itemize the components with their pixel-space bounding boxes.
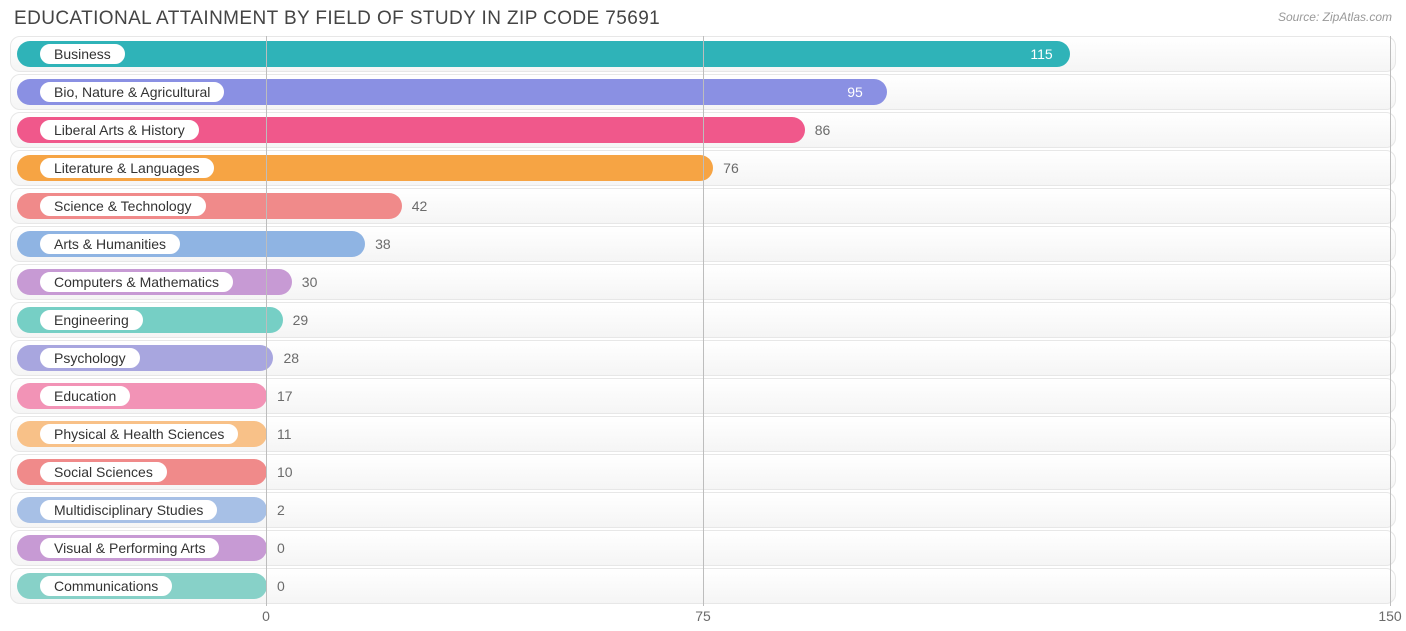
bar-track: Physical & Health Sciences 11	[17, 421, 1389, 447]
value-label: 2	[277, 497, 285, 523]
category-pill: Multidisciplinary Studies	[39, 499, 218, 521]
x-tick-label: 0	[262, 608, 270, 624]
x-tick-label: 75	[695, 608, 711, 624]
category-pill: Liberal Arts & History	[39, 119, 200, 141]
bar-track: Visual & Performing Arts 0	[17, 535, 1389, 561]
category-pill: Arts & Humanities	[39, 233, 181, 255]
bar-row: Business 115	[10, 36, 1396, 72]
category-pill: Science & Technology	[39, 195, 207, 217]
category-pill: Bio, Nature & Agricultural	[39, 81, 225, 103]
category-pill: Psychology	[39, 347, 141, 369]
bar-track: Bio, Nature & Agricultural 95	[17, 79, 1389, 105]
bar-track: Communications 0	[17, 573, 1389, 599]
value-label: 86	[815, 117, 831, 143]
bar-row: Visual & Performing Arts 0	[10, 530, 1396, 566]
value-label: 11	[277, 421, 292, 447]
category-pill: Physical & Health Sciences	[39, 423, 239, 445]
bar-row: Bio, Nature & Agricultural 95	[10, 74, 1396, 110]
bar-track: Literature & Languages 76	[17, 155, 1389, 181]
bar-row: Computers & Mathematics 30	[10, 264, 1396, 300]
x-axis: 075150	[10, 606, 1396, 628]
bar-row: Arts & Humanities 38	[10, 226, 1396, 262]
category-pill: Business	[39, 43, 126, 65]
bar-row: Social Sciences 10	[10, 454, 1396, 490]
value-label: 30	[302, 269, 318, 295]
value-label: 29	[293, 307, 309, 333]
category-pill: Literature & Languages	[39, 157, 215, 179]
plot-area: Business 115 Bio, Nature & Agricultural 95 L…	[10, 36, 1396, 628]
bar-track: Education 17	[17, 383, 1389, 409]
value-label: 0	[277, 573, 285, 599]
bar-row: Physical & Health Sciences 11	[10, 416, 1396, 452]
value-label: 115	[1030, 41, 1052, 67]
bar-row: Engineering 29	[10, 302, 1396, 338]
value-label: 10	[277, 459, 293, 485]
bar-track: Computers & Mathematics 30	[17, 269, 1389, 295]
chart-source: Source: ZipAtlas.com	[1278, 8, 1392, 24]
value-label: 76	[723, 155, 739, 181]
bar-track: Liberal Arts & History 86	[17, 117, 1389, 143]
category-pill: Education	[39, 385, 131, 407]
x-tick-label: 150	[1378, 608, 1401, 624]
value-label: 38	[375, 231, 391, 257]
bar-row: Psychology 28	[10, 340, 1396, 376]
value-label: 0	[277, 535, 285, 561]
category-pill: Social Sciences	[39, 461, 168, 483]
category-pill: Computers & Mathematics	[39, 271, 234, 293]
bar-row: Literature & Languages 76	[10, 150, 1396, 186]
category-pill: Engineering	[39, 309, 144, 331]
category-pill: Visual & Performing Arts	[39, 537, 220, 559]
value-label: 17	[277, 383, 293, 409]
value-label: 28	[283, 345, 299, 371]
bar-row: Science & Technology 42	[10, 188, 1396, 224]
bar-track: Arts & Humanities 38	[17, 231, 1389, 257]
bar-fill	[17, 41, 1070, 67]
bar-row: Multidisciplinary Studies 2	[10, 492, 1396, 528]
bar-track: Engineering 29	[17, 307, 1389, 333]
chart-container: EDUCATIONAL ATTAINMENT BY FIELD OF STUDY…	[0, 0, 1406, 631]
header-row: EDUCATIONAL ATTAINMENT BY FIELD OF STUDY…	[10, 8, 1396, 36]
bar-track: Science & Technology 42	[17, 193, 1389, 219]
bar-track: Business 115	[17, 41, 1389, 67]
bar-row: Education 17	[10, 378, 1396, 414]
value-label: 42	[412, 193, 428, 219]
bar-row: Communications 0	[10, 568, 1396, 604]
bar-row: Liberal Arts & History 86	[10, 112, 1396, 148]
category-pill: Communications	[39, 575, 173, 597]
bar-track: Psychology 28	[17, 345, 1389, 371]
chart-title: EDUCATIONAL ATTAINMENT BY FIELD OF STUDY…	[14, 8, 660, 30]
bar-track: Social Sciences 10	[17, 459, 1389, 485]
bar-track: Multidisciplinary Studies 2	[17, 497, 1389, 523]
value-label: 95	[847, 79, 863, 105]
